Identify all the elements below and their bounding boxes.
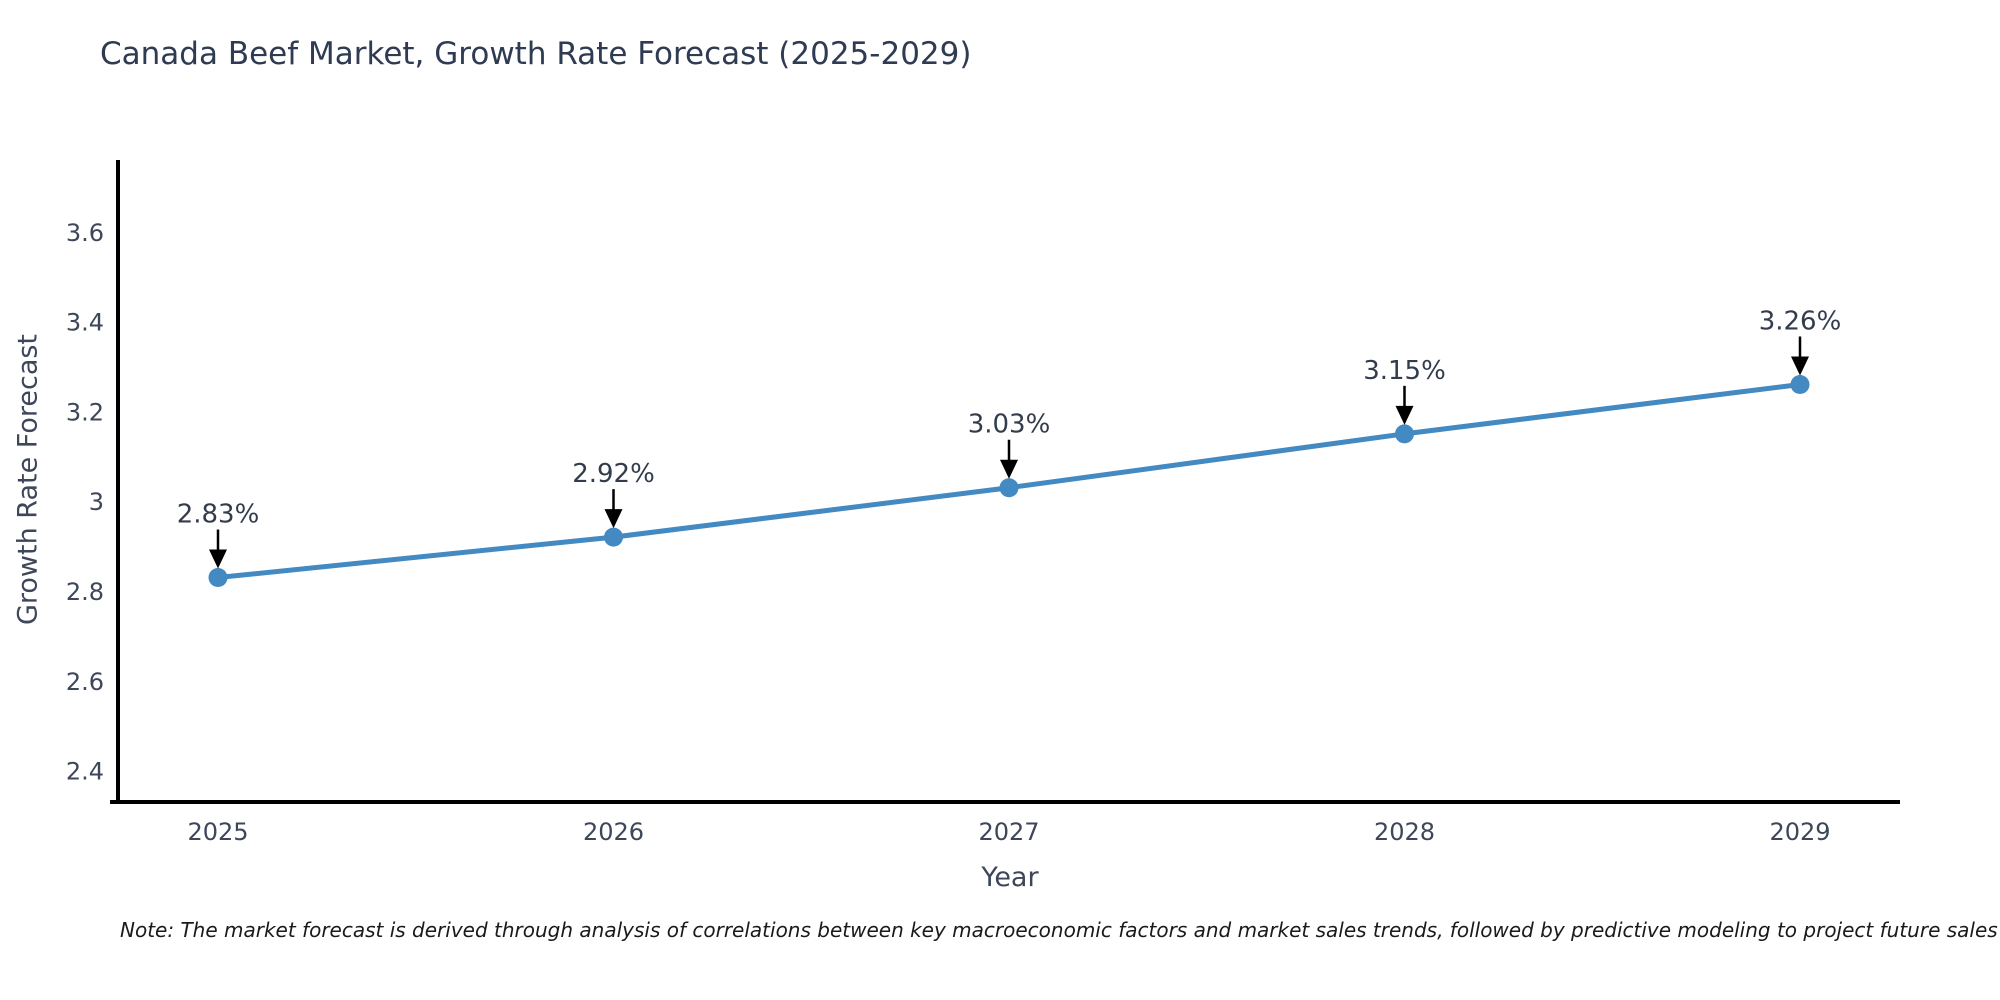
x-axis-title: Year: [981, 862, 1039, 893]
x-tick-label: 2029: [1769, 818, 1830, 846]
data-point: [1395, 424, 1414, 444]
y-tick-label: 3.4: [66, 309, 104, 337]
annotation-arrowhead: [1000, 459, 1018, 479]
y-tick-label: 2.8: [66, 578, 104, 606]
annotation-arrowhead: [1395, 405, 1414, 425]
annotation-label: 3.03%: [968, 410, 1051, 440]
data-point: [604, 527, 623, 547]
annotation-label: 3.15%: [1363, 356, 1446, 386]
x-tick-label: 2028: [1374, 818, 1435, 846]
y-tick-label: 2.6: [66, 668, 104, 696]
data-point: [208, 568, 228, 588]
data-point: [1790, 374, 1810, 394]
y-tick-label: 2.4: [66, 758, 104, 786]
y-tick-label: 3: [89, 488, 104, 516]
y-tick-label: 3.6: [66, 219, 104, 247]
annotation-label: 3.26%: [1759, 306, 1842, 336]
x-tick-label: 2026: [583, 818, 644, 846]
annotation-arrowhead: [209, 549, 227, 569]
annotation-label: 2.92%: [572, 459, 655, 489]
y-axis-title: Growth Rate Forecast: [12, 333, 44, 626]
annotation-arrowhead: [1791, 356, 1809, 376]
footnote: Note: The market forecast is derived thr…: [120, 918, 1998, 942]
x-tick-label: 2025: [187, 818, 248, 846]
annotation-arrowhead: [604, 509, 623, 529]
x-tick-label: 2027: [978, 818, 1039, 846]
annotation-label: 2.83%: [177, 500, 260, 530]
y-tick-label: 3.2: [66, 398, 104, 426]
data-point: [999, 478, 1019, 498]
chart-title: Canada Beef Market, Growth Rate Forecast…: [100, 36, 972, 72]
